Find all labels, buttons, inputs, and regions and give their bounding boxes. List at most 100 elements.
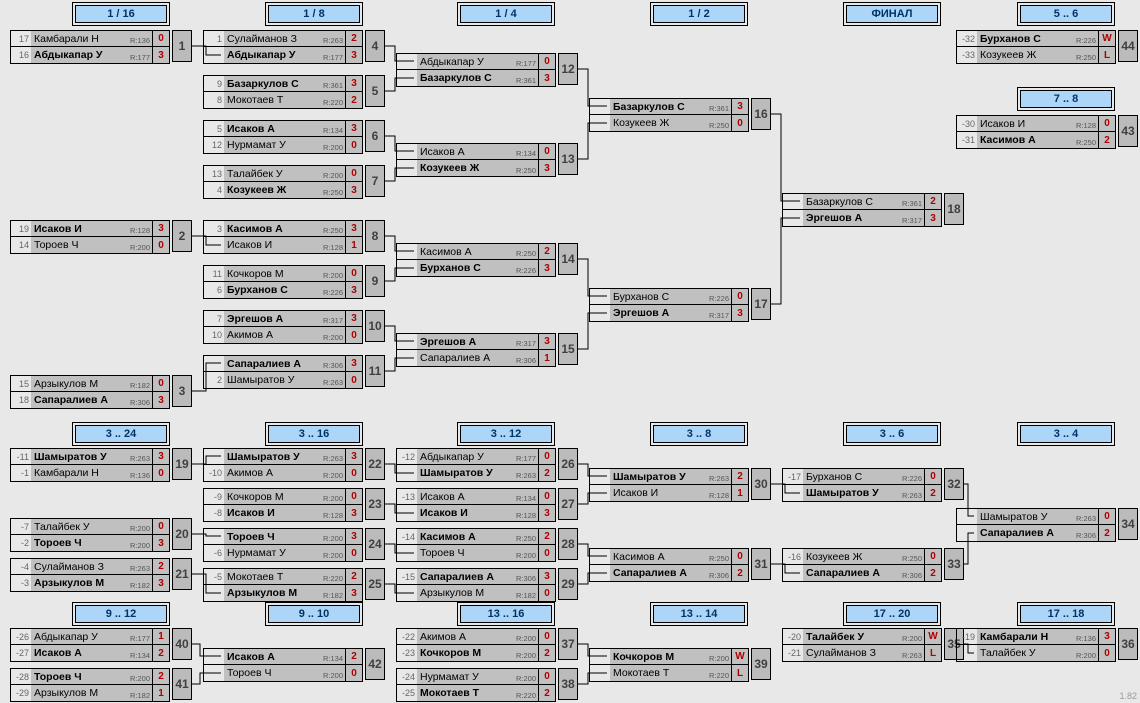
- player-name: Исаков АR:134: [31, 645, 152, 661]
- player-row: Арзыкулов МR:1823: [203, 585, 363, 602]
- player-score: 2: [924, 194, 941, 209]
- player-row: Касимов АR:2502: [396, 243, 556, 260]
- player-rating: R:306: [1076, 531, 1096, 540]
- player-rating: R:226: [902, 474, 922, 483]
- player-score: 1: [345, 237, 362, 253]
- match: 5Исаков АR:134312Нурмамат УR:20006: [203, 120, 363, 154]
- player-rating: R:263: [902, 651, 922, 660]
- match: Абдыкапар УR:1770Базаркулов СR:361312: [396, 53, 556, 87]
- player-rating: R:134: [323, 126, 343, 135]
- player-row: 3Касимов АR:2503: [203, 220, 363, 237]
- player-rating: R:220: [323, 574, 343, 583]
- player-score: 0: [538, 54, 555, 69]
- player-name: Касимов АR:250: [610, 549, 731, 564]
- match-number: 23: [365, 488, 385, 520]
- player-name: Бурханов СR:226: [610, 289, 731, 304]
- player-rating: R:306: [516, 574, 536, 583]
- player-score: 2: [538, 465, 555, 481]
- player-name: Камбарали НR:136: [31, 465, 152, 481]
- player-score: 3: [731, 99, 748, 114]
- player-score: 2: [538, 645, 555, 661]
- match-number: 12: [558, 53, 578, 85]
- player-rating: R:200: [130, 524, 150, 533]
- seed-number: 18: [11, 395, 31, 405]
- match-number: 24: [365, 528, 385, 560]
- player-score: L: [1098, 47, 1115, 63]
- player-score: 0: [924, 469, 941, 484]
- player-rating: R:306: [709, 571, 729, 580]
- player-score: 0: [1098, 645, 1115, 661]
- player-score: 0: [345, 489, 362, 504]
- player-rating: R:200: [130, 243, 150, 252]
- round-header: 1 / 16: [75, 5, 167, 23]
- seed-number: 5: [204, 124, 224, 134]
- match: -5Мокотаев ТR:2202Арзыкулов МR:182325: [203, 568, 363, 602]
- player-score: 3: [538, 569, 555, 584]
- match-number: 29: [558, 568, 578, 600]
- player-row: -12Абдыкапар УR:1770: [396, 448, 556, 465]
- player-name: Эргешов АR:317: [417, 334, 538, 349]
- player-row: -27Исаков АR:1342: [10, 645, 170, 662]
- player-rating: R:200: [323, 551, 343, 560]
- match-number: 10: [365, 310, 385, 342]
- seed-number: -29: [11, 688, 31, 698]
- player-rating: R:200: [323, 671, 343, 680]
- seed-number: -10: [204, 468, 224, 478]
- match: -4Сулайманов ЗR:2632-3Арзыкулов МR:18232…: [10, 558, 170, 592]
- seed-number: -14: [397, 532, 417, 542]
- player-score: 3: [731, 305, 748, 321]
- round-header: 17 .. 18: [1020, 605, 1112, 623]
- player-score: 3: [345, 311, 362, 326]
- player-row: -29Арзыкулов МR:1821: [10, 685, 170, 702]
- match-number: 19: [172, 448, 192, 480]
- player-name: Камбарали НR:136: [31, 31, 152, 46]
- player-name: Касимов АR:250: [417, 529, 538, 544]
- player-rating: R:200: [323, 171, 343, 180]
- player-score: 3: [345, 182, 362, 198]
- match-number: 4: [365, 30, 385, 62]
- match: -15Сапаралиев АR:3063Арзыкулов МR:182029: [396, 568, 556, 602]
- player-row: Абдыкапар УR:1770: [396, 53, 556, 70]
- player-name: Сапаралиев АR:306: [417, 569, 538, 584]
- player-score: 0: [731, 549, 748, 564]
- match: -16Козукеев ЖR:2500Сапаралиев АR:306233: [782, 548, 942, 582]
- player-rating: R:263: [130, 564, 150, 573]
- player-name: Базаркулов СR:361: [417, 70, 538, 86]
- player-score: 0: [345, 266, 362, 281]
- player-score: 2: [152, 669, 169, 684]
- player-name: Кочкоров МR:200: [610, 649, 731, 664]
- player-rating: R:136: [1076, 634, 1096, 643]
- player-name: Козукеев ЖR:250: [224, 182, 345, 198]
- round-header: 1 / 4: [460, 5, 552, 23]
- player-row: Талайбек УR:2000: [956, 645, 1116, 662]
- player-name: Базаркулов СR:361: [224, 76, 345, 91]
- round-header: 1 / 2: [653, 5, 745, 23]
- round-header: 13 .. 14: [653, 605, 745, 623]
- player-rating: R:182: [323, 591, 343, 600]
- player-name: Сулайманов ЗR:263: [224, 31, 345, 46]
- player-name: Касимов АR:250: [417, 244, 538, 259]
- player-score: 0: [345, 665, 362, 681]
- player-rating: R:200: [709, 654, 729, 663]
- seed-number: -13: [397, 492, 417, 502]
- player-rating: R:361: [709, 104, 729, 113]
- player-rating: R:250: [323, 188, 343, 197]
- player-name: Арзыкулов МR:182: [31, 575, 152, 591]
- player-name: Исаков ИR:128: [977, 116, 1098, 131]
- player-row: Козукеев ЖR:2500: [589, 115, 749, 132]
- player-name: Кочкоров МR:200: [417, 645, 538, 661]
- player-name: Тороев ЧR:200: [224, 529, 345, 544]
- player-score: 2: [538, 685, 555, 701]
- match: -22Акимов АR:2000-23Кочкоров МR:200237: [396, 628, 556, 662]
- player-row: -25Мокотаев ТR:2202: [396, 685, 556, 702]
- round-header: 3 .. 8: [653, 425, 745, 443]
- seed-number: 3: [204, 224, 224, 234]
- match: -9Кочкоров МR:2000-8Исаков ИR:128323: [203, 488, 363, 522]
- player-row: 5Исаков АR:1343: [203, 120, 363, 137]
- player-name: Козукеев ЖR:250: [417, 160, 538, 176]
- player-name: Шамыратов УR:263: [224, 372, 345, 388]
- player-name: Нурмамат УR:200: [224, 137, 345, 153]
- round-header: 7 .. 8: [1020, 90, 1112, 108]
- player-row: -26Абдыкапар УR:1771: [10, 628, 170, 645]
- player-score: 0: [731, 289, 748, 304]
